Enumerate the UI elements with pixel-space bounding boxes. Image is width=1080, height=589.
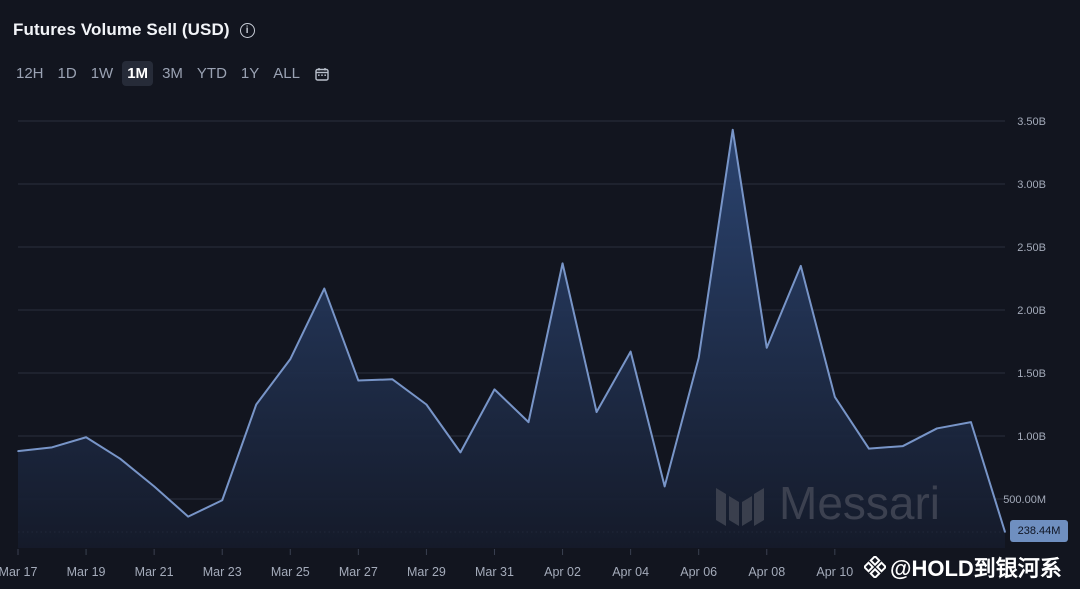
- range-ytd-button[interactable]: YTD: [196, 65, 227, 82]
- chart-title: Futures Volume Sell (USD): [13, 20, 230, 39]
- data-point: [119, 457, 121, 460]
- data-point: [425, 403, 428, 406]
- data-point: [902, 445, 904, 447]
- author-name: @HOLD到银河系: [890, 556, 1062, 581]
- data-point: [561, 262, 564, 265]
- data-point: [493, 388, 496, 391]
- data-point: [731, 129, 734, 131]
- y-tick-label: 2.50B: [1017, 242, 1046, 254]
- data-point: [85, 436, 87, 439]
- range-1y-button[interactable]: 1Y: [240, 65, 260, 82]
- x-tick-label: Apr 02: [544, 565, 581, 579]
- messari-watermark: Messari: [779, 477, 941, 529]
- x-tick-label: Mar 19: [67, 565, 106, 579]
- range-3m-button[interactable]: 3M: [162, 65, 183, 82]
- data-point: [629, 350, 632, 353]
- y-tick-label: 2.00B: [1017, 305, 1046, 317]
- range-1d-button[interactable]: 1D: [57, 65, 77, 82]
- data-point: [153, 485, 155, 488]
- data-point: [663, 485, 666, 488]
- data-point: [595, 411, 598, 413]
- time-range-selector: 12H 1D 1W 1M 3M YTD 1Y ALL: [11, 61, 329, 86]
- x-tick-label: Mar 23: [203, 565, 242, 579]
- data-point: [51, 446, 53, 449]
- x-tick-label: Mar 17: [0, 565, 37, 579]
- y-tick-label: 3.00B: [1017, 179, 1046, 191]
- data-point: [255, 403, 258, 406]
- binance-logo-icon: [864, 556, 886, 578]
- data-point: [17, 450, 19, 452]
- range-12h-button[interactable]: 12H: [16, 65, 44, 82]
- x-tick-label: Mar 31: [475, 565, 514, 579]
- data-point: [187, 515, 189, 518]
- data-point: [1004, 531, 1006, 533]
- data-point: [357, 379, 360, 382]
- x-tick-label: Mar 25: [271, 565, 310, 579]
- x-tick-label: Apr 06: [680, 565, 717, 579]
- data-point: [527, 421, 530, 423]
- range-1m-button[interactable]: 1M: [122, 61, 154, 86]
- x-tick-label: Mar 29: [407, 565, 446, 579]
- x-tick-label: Apr 08: [748, 565, 785, 579]
- calendar-icon[interactable]: [315, 67, 329, 81]
- area-fill: [18, 129, 1005, 548]
- x-tick-label: Mar 27: [339, 565, 378, 579]
- info-icon[interactable]: i: [239, 22, 255, 38]
- data-point: [391, 378, 394, 381]
- data-point: [459, 451, 462, 454]
- y-tick-label: 3.50B: [1017, 116, 1046, 128]
- data-point: [289, 358, 292, 360]
- series-line: [17, 128, 1006, 533]
- data-point: [697, 357, 700, 359]
- x-tick-label: Mar 21: [135, 565, 174, 579]
- last-value-tag: 238.44M: [1010, 520, 1068, 542]
- range-1w-button[interactable]: 1W: [90, 65, 114, 82]
- data-point: [221, 499, 224, 502]
- data-point: [970, 421, 972, 423]
- chart-header: Futures Volume Sell (USD) i: [13, 20, 255, 40]
- x-tick-label: Apr 04: [612, 565, 649, 579]
- data-point: [799, 265, 802, 267]
- data-point: [323, 287, 326, 290]
- data-point: [834, 396, 836, 398]
- data-point: [868, 447, 870, 450]
- range-all-button[interactable]: ALL: [273, 65, 300, 82]
- x-tick-label: Apr 10: [816, 565, 853, 579]
- author-credit: @HOLD到银河系: [864, 551, 1062, 583]
- data-point: [765, 346, 768, 349]
- y-tick-label: 500.00M: [1003, 494, 1046, 506]
- y-tick-label: 1.00B: [1017, 431, 1046, 443]
- messari-logo: [716, 488, 764, 526]
- y-tick-label: 1.50B: [1017, 368, 1046, 380]
- data-point: [936, 427, 938, 430]
